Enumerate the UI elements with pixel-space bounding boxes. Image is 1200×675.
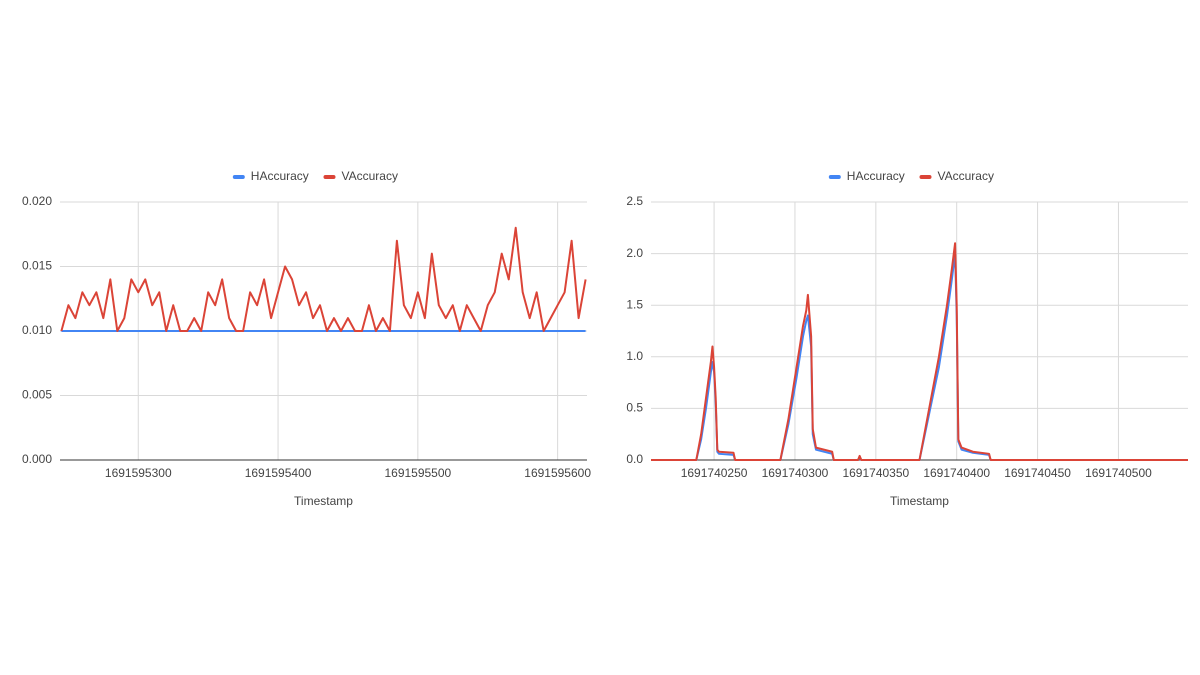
- x-tick-label: 1691740250: [681, 466, 748, 480]
- y-tick-label: 0.0: [626, 452, 643, 466]
- y-tick-label: 2.0: [626, 246, 643, 260]
- x-tick-label: 1691740400: [923, 466, 990, 480]
- y-tick-label: 0.010: [22, 323, 52, 337]
- y-tick-label: 2.5: [626, 194, 643, 208]
- y-tick-label: 0.000: [22, 452, 52, 466]
- series-line: [651, 242, 1188, 461]
- legend-swatch: [828, 175, 841, 179]
- y-tick-label: 0.020: [22, 194, 52, 208]
- legend-swatch: [232, 175, 245, 179]
- series-line: [60, 226, 587, 332]
- legend-label: VAccuracy: [342, 169, 398, 183]
- y-tick-label: 0.015: [22, 259, 52, 273]
- x-tick-label: 1691740350: [842, 466, 909, 480]
- x-axis-title: Timestamp: [890, 494, 949, 508]
- x-tick-label: 1691595600: [524, 466, 591, 480]
- legend-swatch: [323, 175, 336, 179]
- legend-label: VAccuracy: [938, 169, 994, 183]
- x-tick-label: 1691595400: [245, 466, 312, 480]
- y-tick-label: 0.005: [22, 388, 52, 402]
- y-tick-label: 1.0: [626, 349, 643, 363]
- x-axis-title: Timestamp: [294, 494, 353, 508]
- chart-panel: 0.0 0.5 1.0 1.5 2.0 2.5 1691740250 1691740300 16…: [626, 169, 1188, 508]
- y-tick-label: 0.5: [626, 401, 643, 415]
- x-tick-label: 1691740450: [1004, 466, 1071, 480]
- y-tick-label: 1.5: [626, 297, 643, 311]
- x-tick-label: 1691740300: [762, 466, 829, 480]
- legend-label: HAccuracy: [847, 169, 905, 183]
- x-tick-label: 1691595500: [384, 466, 451, 480]
- legend-swatch: [919, 175, 932, 179]
- x-tick-label: 1691740500: [1085, 466, 1152, 480]
- chart-panel: 0.000 0.005 0.010 0.015 0.020 1691595300 16915…: [22, 169, 591, 508]
- legend-label: HAccuracy: [251, 169, 309, 183]
- x-tick-label: 1691595300: [105, 466, 172, 480]
